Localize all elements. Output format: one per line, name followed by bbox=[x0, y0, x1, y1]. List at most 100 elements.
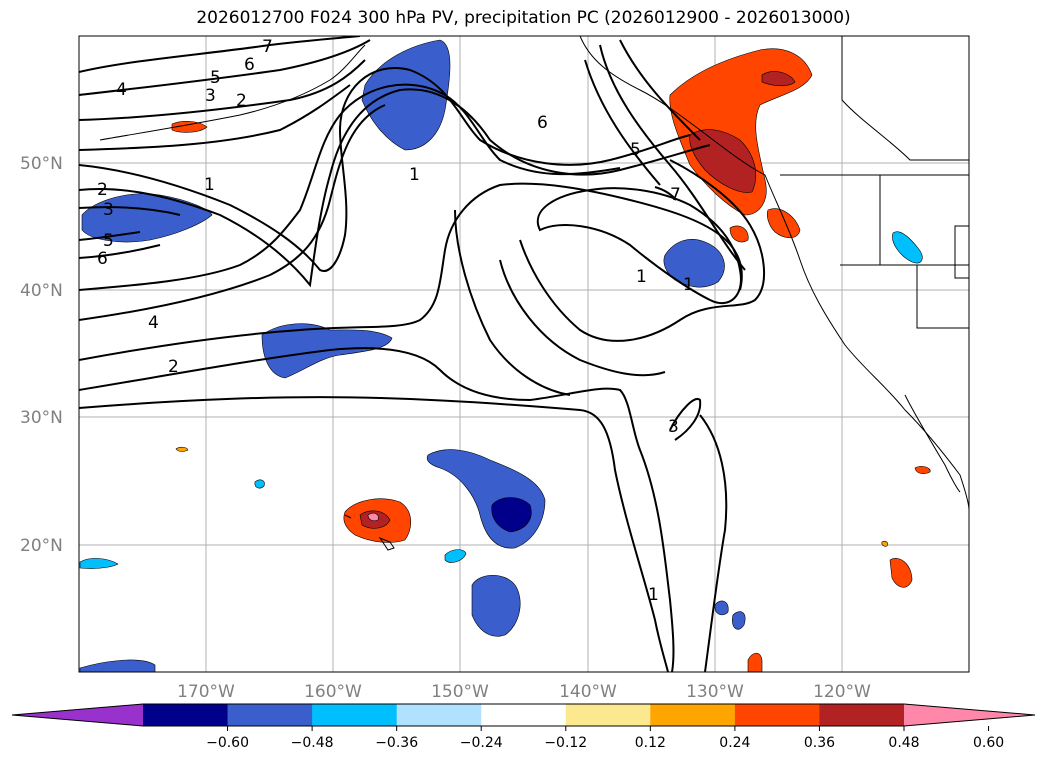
contour-label: 3 bbox=[103, 200, 114, 220]
latitude-labels: 50°N 40°N 30°N 20°N bbox=[20, 154, 63, 556]
precip-blob bbox=[669, 48, 813, 216]
colorbar-tick-label: 0.48 bbox=[888, 735, 919, 751]
precip-blob bbox=[714, 600, 729, 616]
coastlines bbox=[99, 36, 969, 551]
pv-contour bbox=[654, 186, 677, 201]
pv-contours bbox=[79, 36, 766, 672]
contour-label: 1 bbox=[409, 165, 420, 185]
contour-label: 3 bbox=[668, 417, 679, 437]
colorbar-tick-label: 0.60 bbox=[973, 735, 1004, 751]
colorbar-segment bbox=[819, 704, 905, 726]
lon-label: 120°W bbox=[813, 682, 871, 702]
pv-contour bbox=[79, 244, 161, 259]
pv-contour bbox=[619, 39, 701, 141]
pv-contour bbox=[79, 231, 141, 241]
contour-label: 5 bbox=[630, 140, 641, 160]
pv-contour bbox=[699, 414, 728, 672]
lon-label: 140°W bbox=[559, 682, 617, 702]
contour-label: 6 bbox=[97, 249, 108, 269]
pv-contour bbox=[454, 209, 571, 396]
lat-label: 40°N bbox=[20, 281, 63, 301]
pv-contour bbox=[79, 206, 181, 216]
pv-contour bbox=[79, 88, 711, 288]
pv-contour bbox=[79, 84, 351, 151]
pv-contour bbox=[669, 398, 702, 441]
contour-label: 7 bbox=[670, 185, 681, 205]
precip-blob bbox=[881, 540, 888, 547]
precip-blob bbox=[175, 446, 189, 452]
precip-blob bbox=[766, 208, 801, 239]
precip-blob bbox=[747, 652, 763, 672]
precip-blob bbox=[444, 549, 467, 563]
contour-label: 5 bbox=[210, 68, 221, 88]
precip-blob bbox=[367, 512, 379, 522]
colorbar-tick-label: −0.24 bbox=[460, 735, 503, 751]
precip-positive-areas bbox=[171, 48, 931, 672]
pv-contour bbox=[79, 104, 386, 321]
precip-blob bbox=[361, 39, 451, 151]
pv-contour bbox=[584, 59, 661, 186]
colorbar-tick-label: 0.24 bbox=[719, 735, 750, 751]
contour-label: 6 bbox=[537, 113, 548, 133]
colorbar-outline bbox=[11, 703, 1036, 727]
coastline-aleutians bbox=[99, 44, 366, 141]
contour-label: 6 bbox=[244, 55, 255, 75]
precip-blob bbox=[79, 558, 119, 569]
pv-contour bbox=[79, 347, 675, 672]
coastline-baja bbox=[904, 394, 961, 493]
precip-blob bbox=[663, 239, 725, 288]
longitude-labels: 170°W 160°W 150°W 140°W 130°W 120°W bbox=[177, 682, 871, 702]
precip-blob bbox=[491, 497, 532, 533]
precip-blob bbox=[171, 121, 208, 133]
precip-blob bbox=[892, 231, 923, 264]
colorbar-segment bbox=[565, 704, 651, 726]
pv-contour bbox=[537, 187, 742, 305]
colorbar-segment bbox=[650, 704, 736, 726]
contour-label: 1 bbox=[683, 275, 694, 295]
pv-contour bbox=[79, 67, 691, 272]
precip-blob bbox=[914, 466, 931, 474]
colorbar-tick-label: −0.12 bbox=[544, 735, 587, 751]
precip-blob bbox=[729, 225, 749, 243]
colorbar-tick-label: −0.60 bbox=[206, 735, 249, 751]
colorbar-tick-label: 0.12 bbox=[635, 735, 666, 751]
coastline-north-america bbox=[579, 36, 969, 511]
pv-contour bbox=[79, 59, 366, 121]
contour-label: 5 bbox=[103, 231, 114, 251]
lat-label: 20°N bbox=[20, 536, 63, 556]
contour-label: 2 bbox=[97, 180, 108, 200]
border-canada-alaska bbox=[841, 36, 969, 161]
contour-label: 1 bbox=[648, 585, 659, 605]
pv-contour bbox=[79, 396, 669, 672]
pv-contour bbox=[519, 159, 766, 342]
contour-label: 3 bbox=[205, 86, 216, 106]
precip-blob bbox=[79, 659, 156, 672]
colorbar-segment bbox=[396, 704, 482, 726]
colorbar-extend-high bbox=[904, 704, 1035, 726]
colorbar-segment bbox=[143, 704, 229, 726]
colorbar-segment bbox=[734, 704, 820, 726]
contour-label: 1 bbox=[204, 175, 215, 195]
map-area bbox=[79, 36, 969, 672]
map-frame bbox=[78, 35, 970, 673]
contour-label: 2 bbox=[168, 357, 179, 377]
lat-label: 50°N bbox=[20, 154, 63, 174]
precip-blob bbox=[732, 611, 746, 630]
colorbar: −0.60 −0.48 −0.36 −0.24 −0.12 0.12 0.24 0.36 0.4… bbox=[11, 703, 1036, 751]
pv-contour bbox=[599, 44, 746, 271]
colorbar-extend-low bbox=[12, 704, 143, 726]
lon-label: 170°W bbox=[177, 682, 235, 702]
colorbar-segment bbox=[481, 704, 567, 726]
precip-negative-areas bbox=[79, 39, 923, 672]
lon-label: 130°W bbox=[686, 682, 744, 702]
pv-contour bbox=[79, 36, 361, 73]
lat-label: 30°N bbox=[20, 408, 63, 428]
lon-label: 160°W bbox=[304, 682, 362, 702]
border-states bbox=[840, 175, 969, 329]
colorbar-segment bbox=[227, 704, 313, 726]
precip-blob bbox=[471, 574, 521, 637]
hawaiian-islands bbox=[344, 514, 395, 551]
pv-contour bbox=[79, 182, 743, 361]
contour-label: 7 bbox=[262, 37, 273, 57]
